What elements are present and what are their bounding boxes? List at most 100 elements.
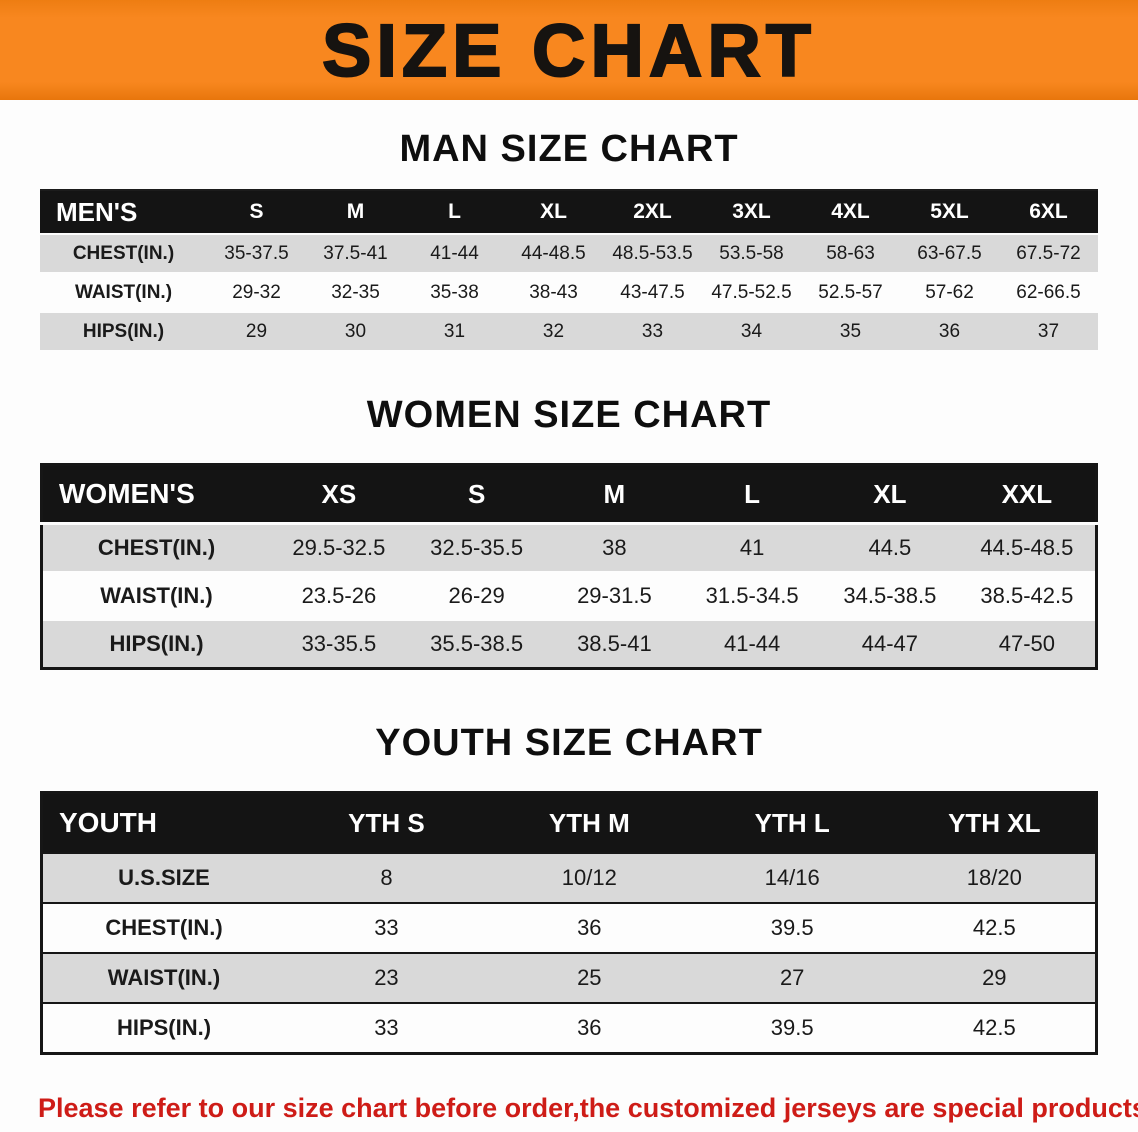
women-column-header: XS — [270, 464, 408, 525]
measurement-cell: 57-62 — [925, 281, 974, 303]
measurement-cell: 30 — [306, 312, 405, 351]
measurement-cell: 32.5-35.5 — [407, 523, 546, 572]
men-table-title: MEN'S — [40, 190, 207, 235]
measurement-cell: 44.5 — [821, 523, 959, 572]
women-size-table: WOMEN'S XS S M L XL XXL CHEST(IN.) 29.5-32.5 32.5… — [40, 463, 1098, 670]
measurement-cell: 38.5-41 — [545, 620, 684, 669]
men-column-header: M — [306, 190, 405, 235]
measurement-cell: 29 — [207, 312, 306, 351]
men-section-heading: MAN SIZE CHART — [399, 128, 739, 170]
youth-size-table: YOUTH YTH S YTH M YTH L YTH XL U.S.SIZE 8 10/12… — [40, 791, 1098, 1055]
measurement-cell: 29-31.5 — [577, 583, 652, 608]
measurement-cell: 33 — [603, 312, 702, 351]
measurement-cell: 26-29 — [448, 583, 505, 608]
measurement-cell: 47.5-52.5 — [711, 281, 792, 303]
measurement-cell: 31.5-34.5 — [705, 583, 799, 608]
women-data-row: WAIST(IN.) 23.5-26 26-29 29-31.5 31.5-34.5 34… — [41, 572, 1097, 620]
youth-data-row: CHEST(IN.) 33 36 39.5 42.5 — [41, 903, 1097, 953]
youth-size-section: YOUTH SIZE CHART YOUTH YTH S YTH M YTH L YTH… — [0, 670, 1138, 1055]
youth-column-header: YTH S — [285, 792, 488, 853]
measurement-cell: 36 — [577, 1015, 602, 1040]
women-section-heading: WOMEN SIZE CHART — [366, 394, 772, 436]
women-column-header: M — [545, 464, 684, 525]
men-header-row: MEN'S S M L XL 2XL 3XL 4XL 5XL 6XL — [40, 190, 1098, 235]
men-column-header: 4XL — [801, 190, 900, 235]
men-column-header: L — [405, 190, 504, 235]
measurement-cell: 38-43 — [529, 281, 578, 303]
footer-note-line-1: Please refer to our size chart before or… — [38, 1093, 1138, 1123]
measurement-cell: 58-63 — [801, 234, 900, 273]
youth-section-heading: YOUTH SIZE CHART — [375, 722, 763, 764]
measurement-cell: 39.5 — [770, 1015, 814, 1040]
youth-data-row: U.S.SIZE 8 10/12 14/16 18/20 — [41, 853, 1097, 903]
measurement-cell: 33 — [374, 915, 399, 940]
measurement-cell: 34.5-38.5 — [843, 583, 937, 608]
banner: SIZE CHART — [0, 0, 1138, 100]
youth-header-row: YOUTH YTH S YTH M YTH L YTH XL — [41, 792, 1097, 853]
men-data-row: WAIST(IN.) 29-32 32-35 35-38 38-43 43-47.5 47.… — [40, 273, 1098, 312]
row-label: HIPS(IN.) — [116, 1015, 212, 1040]
measurement-cell: 37.5-41 — [306, 234, 405, 273]
men-data-row: HIPS(IN.) 29 30 31 32 33 34 35 36 37 — [40, 312, 1098, 351]
women-column-header: S — [407, 464, 546, 525]
women-column-header: XXL — [958, 464, 1097, 525]
measurement-cell: 25 — [487, 953, 691, 1003]
measurement-cell: 52.5-57 — [818, 281, 883, 303]
measurement-cell: 29.5-32.5 — [270, 523, 408, 572]
men-column-header: 2XL — [603, 190, 702, 235]
footer-note: Please refer to our size chart before or… — [38, 1089, 1138, 1132]
measurement-cell: 31 — [405, 312, 504, 351]
women-header-row: WOMEN'S XS S M L XL XXL — [41, 464, 1097, 525]
measurement-cell: 18/20 — [893, 853, 1097, 903]
men-column-header: 3XL — [702, 190, 801, 235]
row-label: CHEST(IN.) — [40, 234, 207, 273]
measurement-cell: 32 — [504, 312, 603, 351]
men-column-header: XL — [504, 190, 603, 235]
youth-column-header: YTH L — [690, 792, 894, 853]
measurement-cell: 38 — [545, 523, 684, 572]
measurement-cell: 67.5-72 — [999, 234, 1098, 273]
measurement-cell: 33 — [374, 1015, 399, 1040]
men-column-header: S — [207, 190, 306, 235]
measurement-cell: 32-35 — [331, 281, 380, 303]
measurement-cell: 8 — [285, 853, 488, 903]
measurement-cell: 62-66.5 — [1016, 281, 1081, 303]
measurement-cell: 41-44 — [405, 234, 504, 273]
measurement-cell: 63-67.5 — [900, 234, 999, 273]
measurement-cell: 37 — [999, 312, 1098, 351]
measurement-cell: 29-32 — [232, 281, 281, 303]
measurement-cell: 48.5-53.5 — [603, 234, 702, 273]
page-title: SIZE CHART — [321, 8, 816, 93]
men-data-row: CHEST(IN.) 35-37.5 37.5-41 41-44 44-48.5 48.5… — [40, 234, 1098, 273]
youth-table-title: YOUTH — [41, 792, 285, 853]
measurement-cell: 34 — [702, 312, 801, 351]
row-label: HIPS(IN.) — [40, 312, 207, 351]
women-data-row: HIPS(IN.) 33-35.5 35.5-38.5 38.5-41 41-44 44-… — [41, 620, 1097, 669]
women-table-title: WOMEN'S — [41, 464, 270, 525]
measurement-cell: 14/16 — [690, 853, 894, 903]
measurement-cell: 39.5 — [770, 915, 814, 940]
measurement-cell: 27 — [690, 953, 894, 1003]
men-column-header: 6XL — [999, 190, 1098, 235]
row-label: CHEST(IN.) — [105, 915, 223, 940]
measurement-cell: 10/12 — [487, 853, 691, 903]
measurement-cell: 23.5-26 — [301, 583, 377, 608]
measurement-cell: 35.5-38.5 — [407, 620, 546, 669]
measurement-cell: 53.5-58 — [702, 234, 801, 273]
measurement-cell: 38.5-42.5 — [980, 583, 1074, 608]
women-data-row: CHEST(IN.) 29.5-32.5 32.5-35.5 38 41 44.5 44.5… — [41, 523, 1097, 572]
youth-column-header: YTH M — [487, 792, 691, 853]
measurement-cell: 33-35.5 — [270, 620, 408, 669]
women-column-header: XL — [821, 464, 959, 525]
measurement-cell: 36 — [577, 915, 602, 940]
measurement-cell: 35-38 — [430, 281, 479, 303]
youth-column-header: YTH XL — [893, 792, 1097, 853]
men-size-table: MEN'S S M L XL 2XL 3XL 4XL 5XL 6XL CHEST(IN.) 35-37… — [40, 189, 1098, 352]
measurement-cell: 41 — [683, 523, 821, 572]
measurement-cell: 44.5-48.5 — [958, 523, 1097, 572]
men-column-header: 5XL — [900, 190, 999, 235]
youth-data-row: WAIST(IN.) 23 25 27 29 — [41, 953, 1097, 1003]
measurement-cell: 42.5 — [972, 1015, 1016, 1040]
measurement-cell: 42.5 — [972, 915, 1016, 940]
